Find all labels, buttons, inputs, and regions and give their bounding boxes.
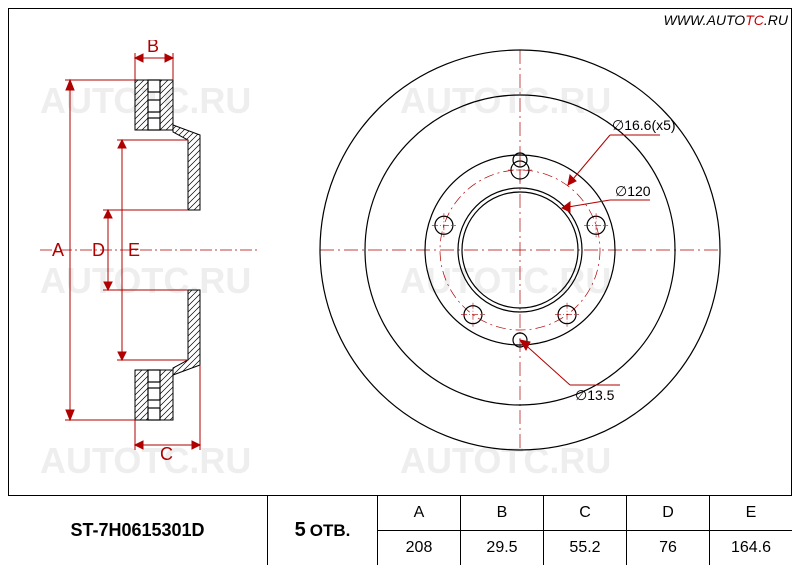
col-E: E 164.6 — [710, 496, 792, 565]
dim-B-label: B — [147, 40, 159, 56]
holes-label: ОТВ. — [310, 521, 351, 541]
dim-E-label: E — [128, 240, 140, 260]
small-hole-dia: ∅13.5 — [575, 387, 615, 403]
col-A: A 208 — [378, 496, 461, 565]
holes-n: 5 — [295, 519, 306, 542]
dim-D-label: D — [92, 240, 105, 260]
val-D: 76 — [627, 531, 709, 565]
head-B: B — [461, 496, 543, 531]
col-B: B 29.5 — [461, 496, 544, 565]
col-C: C 55.2 — [544, 496, 627, 565]
front-view: ∅16.6(x5) ∅120 ∅13.5 — [300, 30, 740, 470]
val-B: 29.5 — [461, 531, 543, 565]
head-D: D — [627, 496, 709, 531]
val-E: 164.6 — [710, 531, 792, 565]
bolt-hole-dia: ∅16.6(x5) — [612, 117, 676, 133]
spec-table: ST-7H0615301D 5 ОТВ. A 208 B 29.5 C 55.2… — [8, 495, 792, 565]
url-tc: TC — [745, 12, 764, 28]
hub-dia: ∅120 — [615, 183, 651, 199]
url-prefix: WWW. — [664, 12, 707, 28]
url-auto: AUTO — [707, 12, 746, 28]
dim-C-label: C — [160, 444, 173, 460]
val-A: 208 — [378, 531, 460, 565]
head-E: E — [710, 496, 792, 531]
url-suffix: .RU — [764, 12, 788, 28]
holes-count: 5 ОТВ. — [268, 496, 378, 565]
head-C: C — [544, 496, 626, 531]
col-D: D 76 — [627, 496, 710, 565]
source-url: WWW.AUTOTC.RU — [664, 12, 788, 28]
dim-A-label: A — [52, 240, 64, 260]
head-A: A — [378, 496, 460, 531]
part-number: ST-7H0615301D — [8, 496, 268, 565]
val-C: 55.2 — [544, 531, 626, 565]
cross-section-view: A B C D — [40, 40, 260, 460]
